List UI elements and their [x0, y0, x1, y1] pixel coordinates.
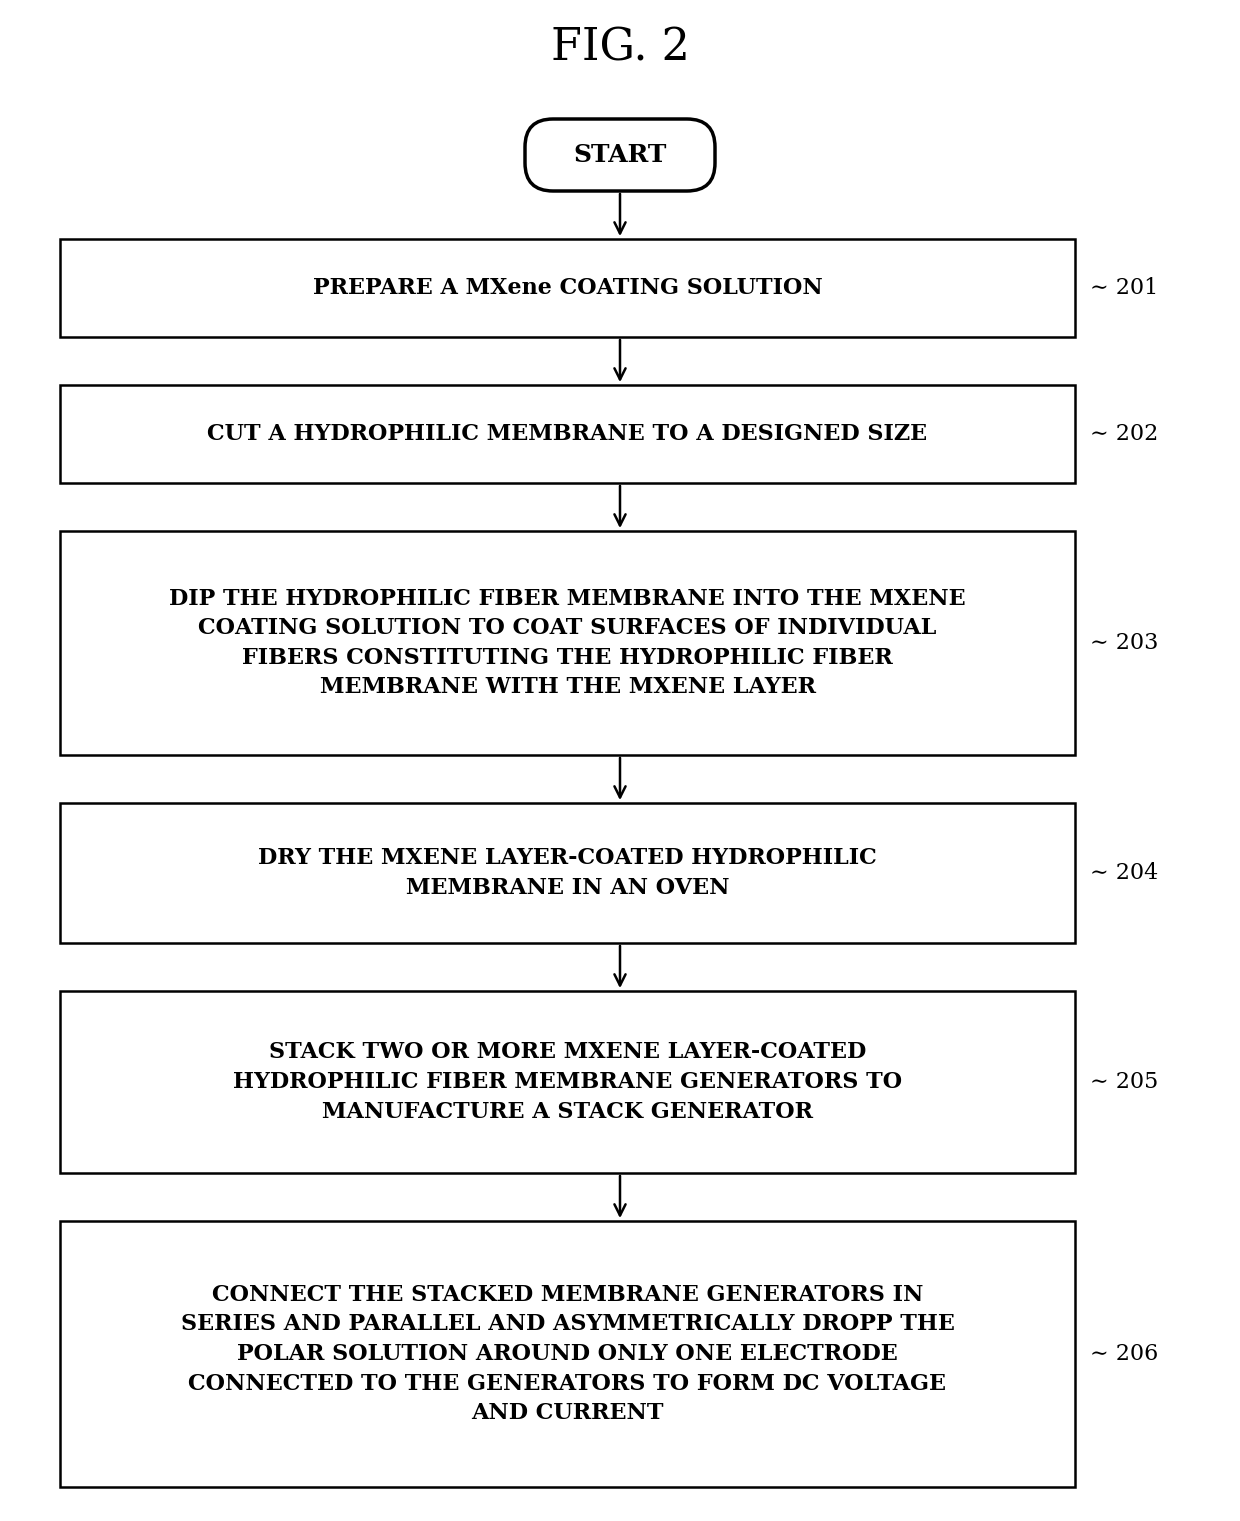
Text: CONNECT THE STACKED MEMBRANE GENERATORS IN
SERIES AND PARALLEL AND ASYMMETRICALL: CONNECT THE STACKED MEMBRANE GENERATORS …	[181, 1284, 955, 1424]
Text: STACK TWO OR MORE MXENE LAYER-COATED
HYDROPHILIC FIBER MEMBRANE GENERATORS TO
MA: STACK TWO OR MORE MXENE LAYER-COATED HYD…	[233, 1042, 901, 1122]
Text: START: START	[573, 143, 667, 167]
Bar	[60, 803, 1075, 943]
Bar	[60, 531, 1075, 754]
Bar	[60, 239, 1075, 338]
Text: ∼ 204: ∼ 204	[1090, 862, 1158, 884]
Text: ∼ 201: ∼ 201	[1090, 277, 1158, 300]
Text: ∼ 203: ∼ 203	[1090, 633, 1158, 654]
FancyBboxPatch shape	[525, 119, 715, 192]
Text: DRY THE MXENE LAYER-COATED HYDROPHILIC
MEMBRANE IN AN OVEN: DRY THE MXENE LAYER-COATED HYDROPHILIC M…	[258, 847, 877, 899]
Text: CUT A HYDROPHILIC MEMBRANE TO A DESIGNED SIZE: CUT A HYDROPHILIC MEMBRANE TO A DESIGNED…	[207, 423, 928, 446]
Text: ∼ 206: ∼ 206	[1090, 1343, 1158, 1364]
Text: FIG. 2: FIG. 2	[551, 26, 689, 70]
Text: DIP THE HYDROPHILIC FIBER MEMBRANE INTO THE MXENE
COATING SOLUTION TO COAT SURFA: DIP THE HYDROPHILIC FIBER MEMBRANE INTO …	[169, 587, 966, 698]
Bar	[60, 385, 1075, 484]
Text: PREPARE A MXene COATING SOLUTION: PREPARE A MXene COATING SOLUTION	[312, 277, 822, 300]
Text: ∼ 205: ∼ 205	[1090, 1071, 1158, 1094]
Text: ∼ 202: ∼ 202	[1090, 423, 1158, 446]
Bar	[60, 992, 1075, 1173]
Bar	[60, 1221, 1075, 1488]
